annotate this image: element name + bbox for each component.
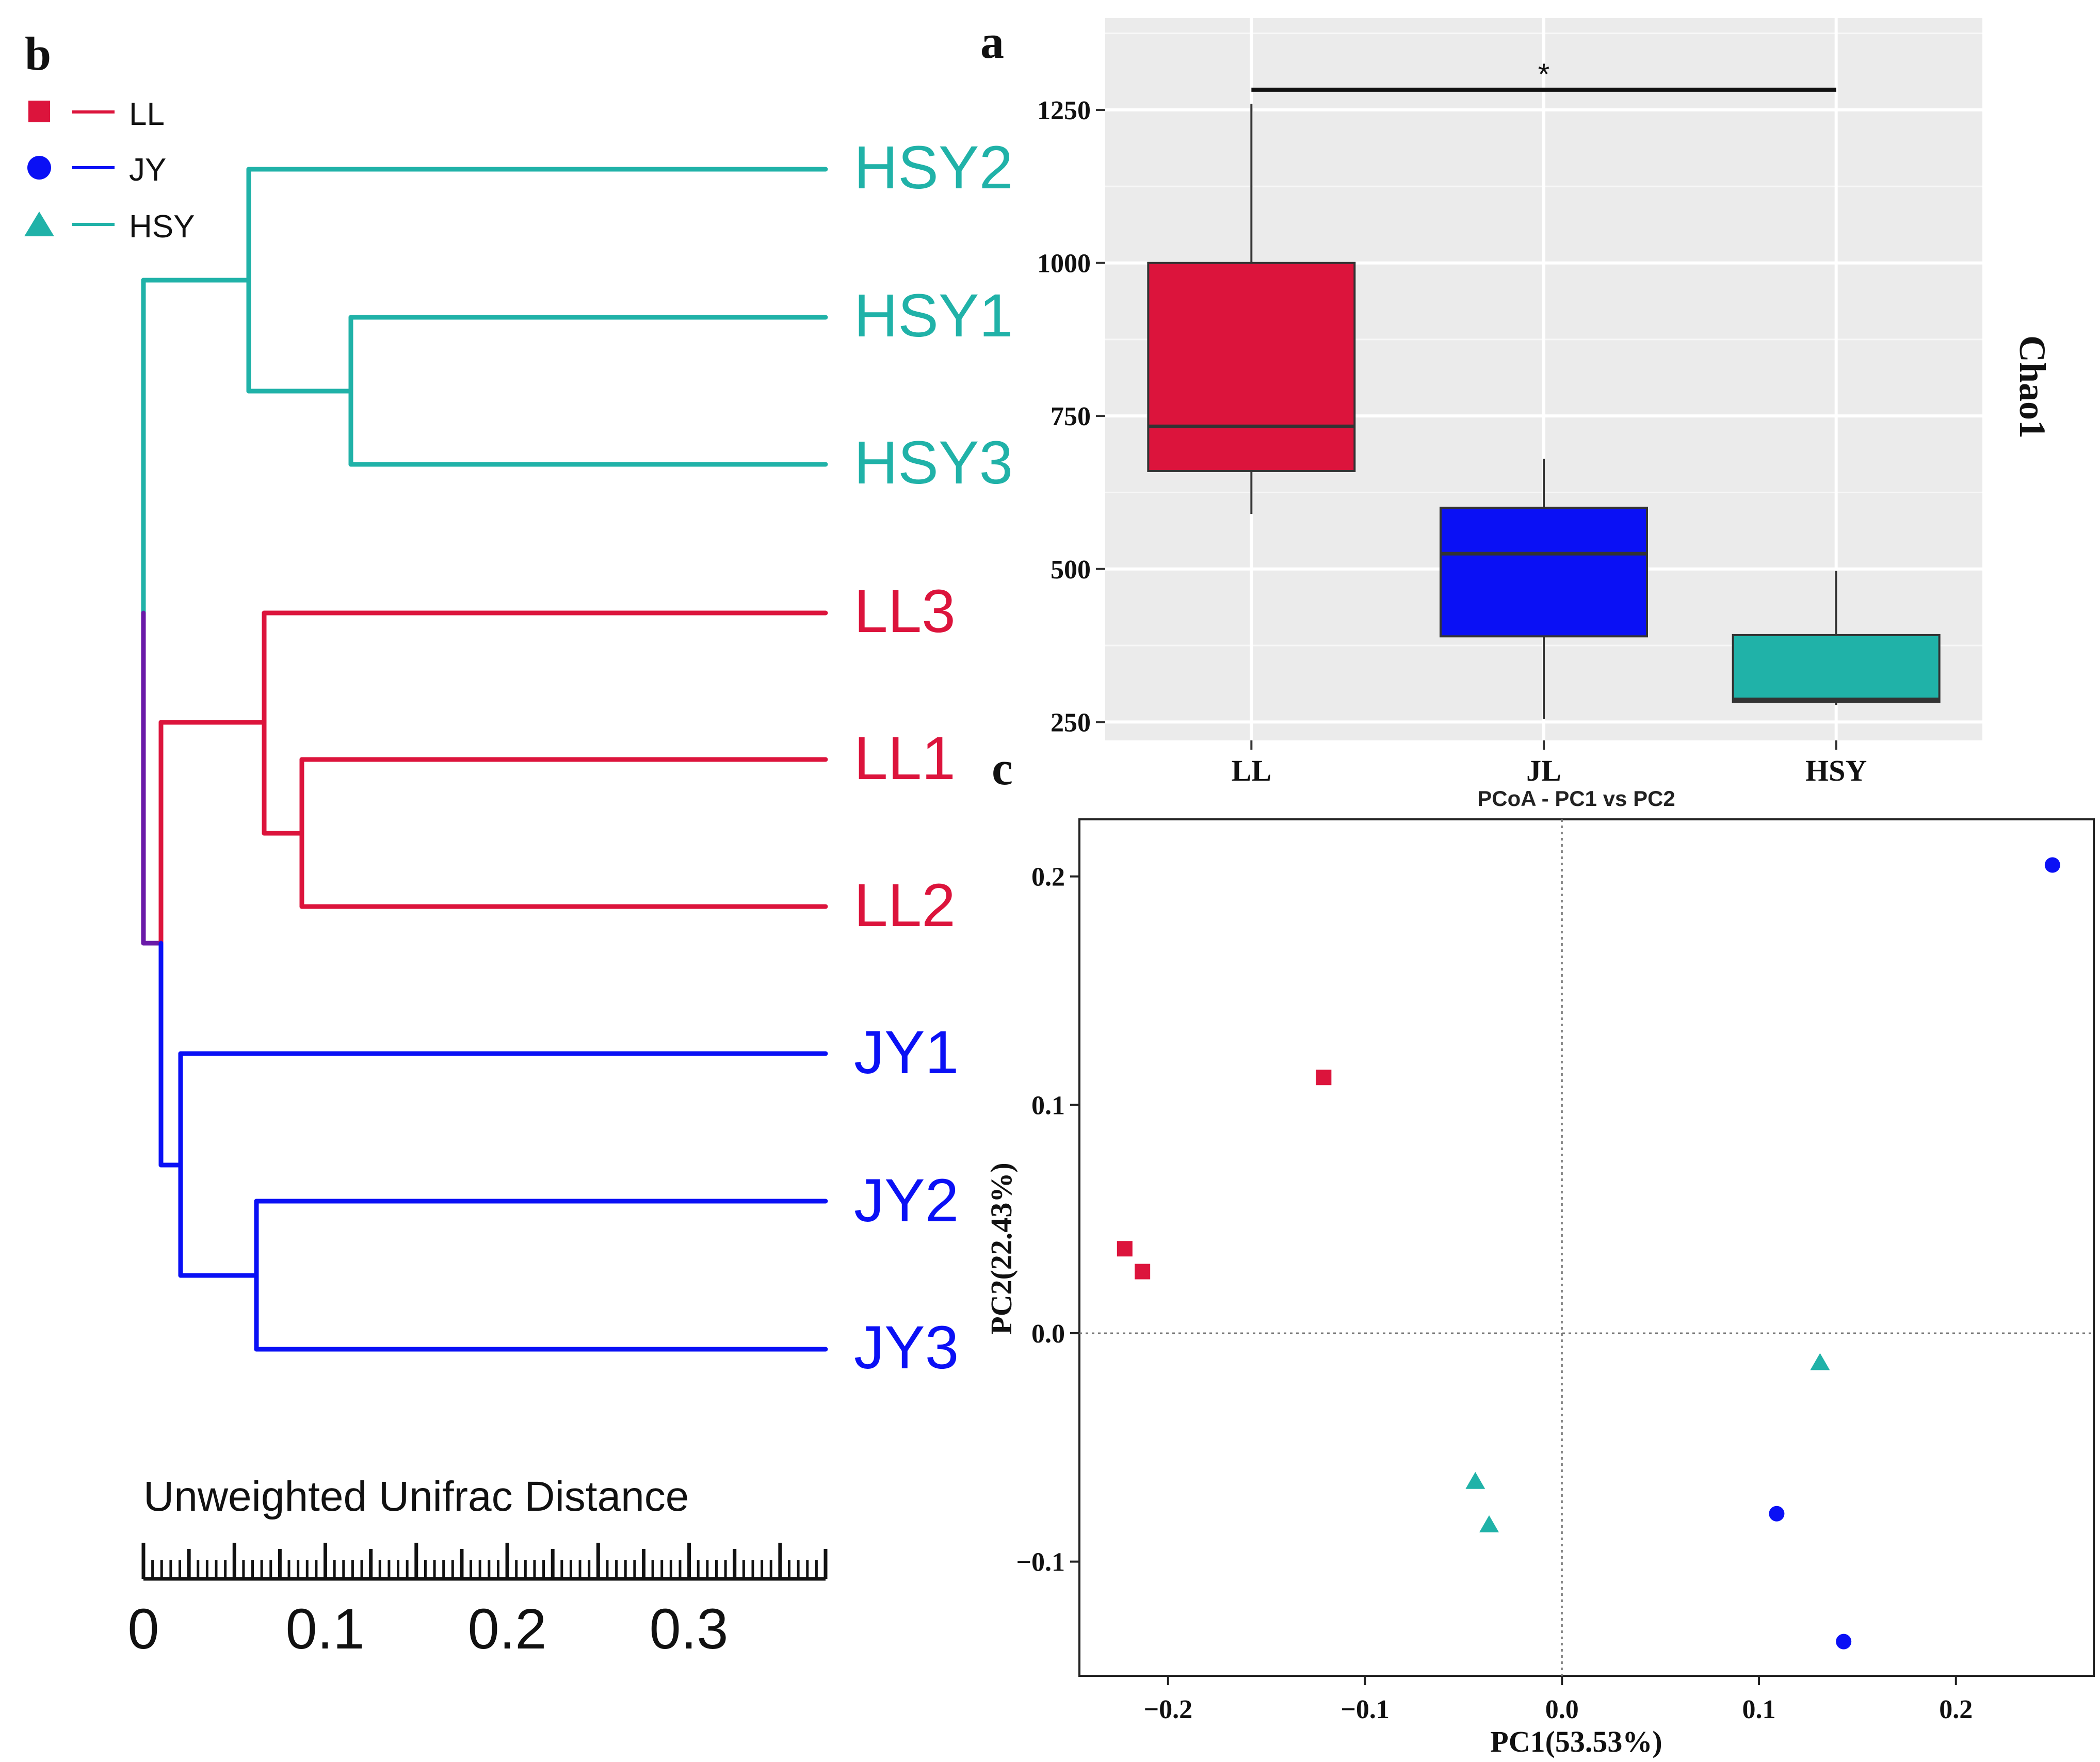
scale-tick-label: 0 [127,1597,159,1661]
series-ll [1117,1070,1332,1280]
data-point-triangle [1465,1472,1485,1489]
leaf-labels: HSY2 HSY1 HSY3 LL3 LL1 LL2 JY1 JY2 JY3 [854,134,1013,1382]
leaf-label-ll1: LL1 [854,724,956,793]
leaf-label-jy2: JY2 [854,1167,959,1235]
y-tick-label: 1250 [1037,96,1091,125]
y-tick-label: 0.0 [1031,1319,1065,1349]
pcoa-points [1117,857,2060,1650]
distance-scale-ticks [141,1543,828,1579]
boxplot-boxes [1147,104,1941,719]
significance-label: * [1538,58,1550,91]
legend-label-ll: LL [129,96,165,132]
boxplot-x-labels: LL JL HSY [1232,740,1867,787]
leaf-label-jy1: JY1 [854,1019,959,1087]
pcoa-reference-lines [1079,819,2094,1676]
leaf-label-hsy3: HSY3 [854,429,1013,497]
data-point-circle [1769,1506,1785,1522]
pcoa-title: PCoA - PC1 vs PC2 [1477,786,1675,811]
data-point-circle [1836,1634,1852,1650]
leaf-label-jy3: JY3 [854,1314,959,1382]
y-tick-label: 500 [1051,555,1091,585]
series-hsy [1465,1353,1830,1532]
y-tick-label: −0.1 [1016,1548,1065,1577]
panel-label-b: b [25,27,51,80]
box-body [1147,262,1356,472]
pcoa-scatter: PCoA - PC1 vs PC2 −0.2 −0.1 0.0 0.1 0.2 −0.1… [984,786,2095,1758]
boxplot-chao1: 250 500 750 1000 1250 LL JL HSY * Chao1 [1037,18,2053,787]
data-point-square [1117,1241,1133,1257]
legend-item-jy: JY [27,152,166,188]
box-jl [1440,459,1648,719]
panel-label-c: c [992,742,1013,795]
y-tick-label: 0.2 [1031,863,1065,892]
circle-marker-icon [27,156,51,180]
boxplot-y-ticks: 250 500 750 1000 1250 [1037,96,1105,737]
pcoa-x-ticks: −0.2 −0.1 0.0 0.1 0.2 [1143,1676,1973,1724]
leaf-label-ll3: LL3 [854,577,956,645]
square-marker-icon [28,101,50,122]
triangle-marker-icon [24,212,54,236]
box-body [1732,634,1941,703]
x-tick-label: −0.1 [1340,1695,1390,1724]
x-tick-label: 0.1 [1742,1695,1776,1724]
legend-label-hsy: HSY [129,209,195,245]
legend-b: LL JY HSY [24,96,195,245]
distance-scale-title: Unweighted Unifrac Distance [143,1473,689,1520]
distance-scale: Unweighted Unifrac Distance 0 0.1 0.2 0.… [127,1473,828,1661]
series-jy [1769,857,2060,1650]
x-tick-label: HSY [1805,754,1867,787]
data-point-triangle [1479,1515,1499,1532]
data-point-triangle [1810,1353,1830,1370]
legend-label-jy: JY [129,152,166,188]
y-tick-label: 750 [1051,402,1091,431]
box-ll [1147,104,1356,514]
significance-bracket: * [1251,58,1836,92]
x-tick-label: LL [1232,754,1271,787]
y-tick-label: 250 [1051,708,1091,737]
pcoa-plot-frame [1078,818,2095,1677]
scale-tick-label: 0.3 [650,1597,729,1661]
data-point-circle [2044,857,2060,873]
leaf-label-hsy2: HSY2 [854,134,1013,202]
y-tick-label: 0.1 [1031,1091,1065,1120]
leaf-label-hsy1: HSY1 [854,282,1013,350]
x-tick-label: 0.0 [1545,1695,1579,1724]
data-point-square [1135,1264,1151,1280]
scale-tick-label: 0.2 [468,1597,547,1661]
dendrogram [141,167,828,1352]
pcoa-x-axis-label: PC1(53.53%) [1490,1725,1662,1758]
panel-label-a: a [980,15,1004,68]
box-hsy [1732,571,1941,705]
data-point-square [1316,1070,1332,1086]
boxplot-y-axis-label: Chao1 [2012,335,2053,439]
legend-item-ll: LL [28,96,165,132]
pcoa-y-ticks: −0.1 0.0 0.1 0.2 [1016,863,1079,1577]
legend-item-hsy: HSY [24,209,195,245]
x-tick-label: JL [1526,754,1561,787]
x-tick-label: −0.2 [1143,1695,1192,1724]
x-tick-label: 0.2 [1939,1695,1973,1724]
pcoa-y-axis-label: PC2(22.43%) [984,1162,1018,1334]
distance-scale-labels: 0 0.1 0.2 0.3 [127,1597,728,1661]
leaf-label-ll2: LL2 [854,871,956,940]
scale-tick-label: 0.1 [286,1597,365,1661]
box-body [1440,507,1648,638]
y-tick-label: 1000 [1037,249,1091,279]
